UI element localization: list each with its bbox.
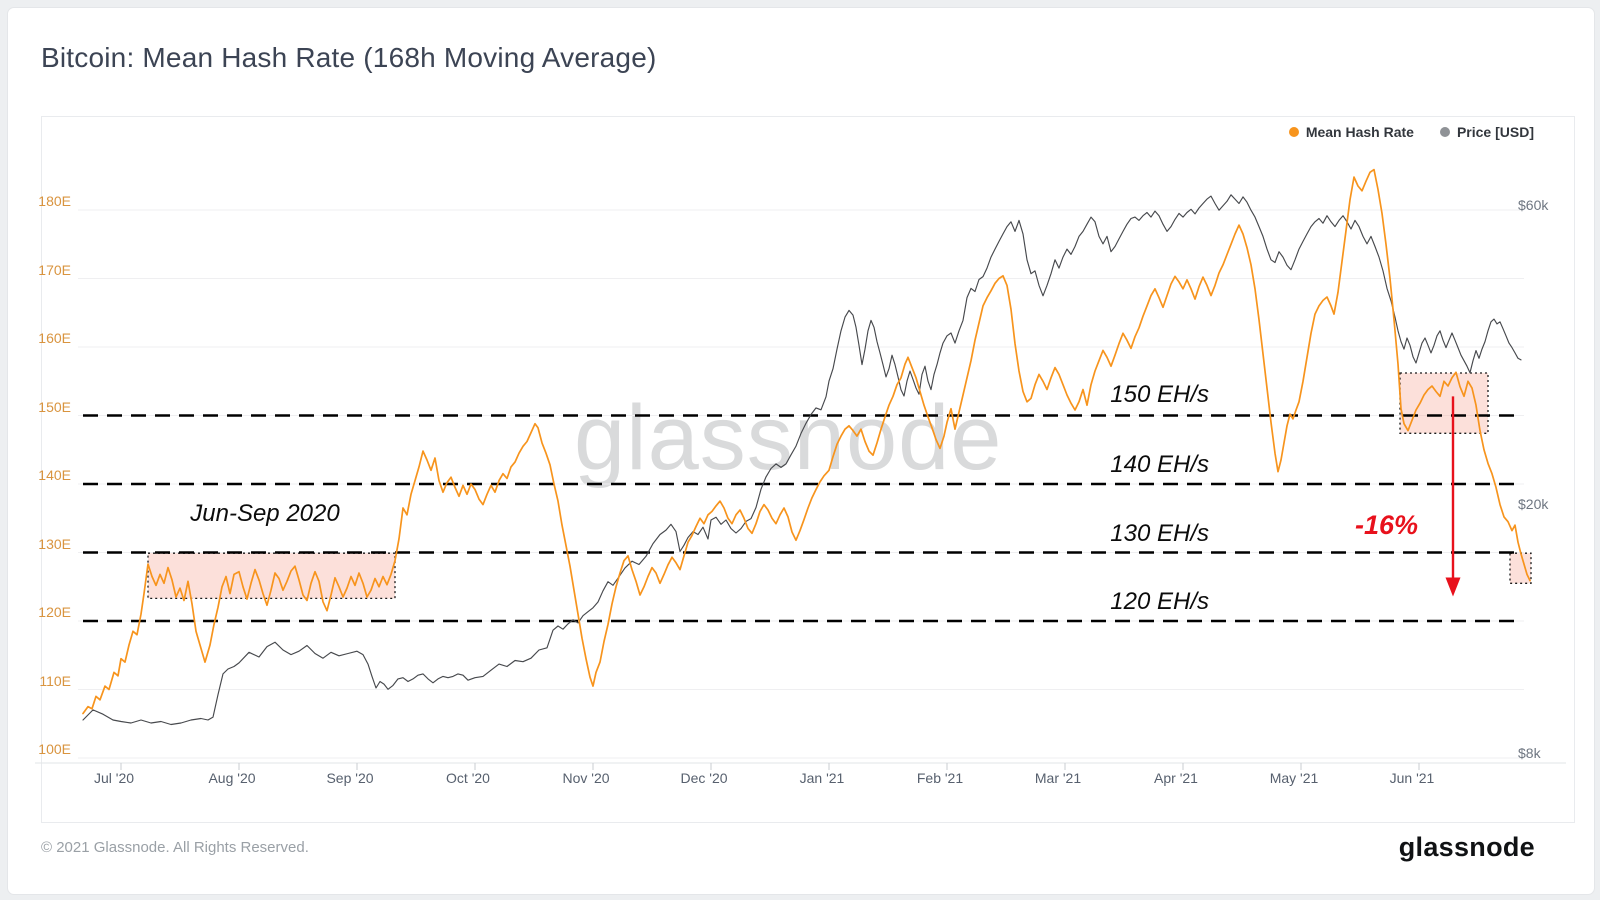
- chart-canvas: [35, 168, 1566, 770]
- legend: Mean Hash Rate Price [USD]: [1288, 124, 1534, 140]
- price-axis-label-60k: $60k: [1518, 197, 1549, 214]
- x-axis-label: Feb '21: [916, 770, 964, 786]
- annotation-130ehs: 130 EH/s: [1110, 520, 1209, 547]
- price-axis-label-8k: $8k: [1518, 745, 1541, 761]
- x-axis-label: Apr '21: [1154, 770, 1198, 786]
- annotation-120ehs: 120 EH/s: [1110, 588, 1209, 615]
- glassnode-watermark: glassnode: [574, 387, 1003, 489]
- legend-item-hash-rate[interactable]: Mean Hash Rate: [1288, 124, 1414, 140]
- y-axis-label-140E: 140E: [38, 467, 71, 483]
- chart-panel: [41, 116, 1575, 823]
- x-axis-label: Aug '20: [208, 770, 256, 786]
- y-axis-label-160E: 160E: [38, 330, 71, 346]
- x-axis-label: Oct '20: [446, 770, 490, 786]
- y-axis-label-170E: 170E: [38, 261, 71, 278]
- footer-copyright: © 2021 Glassnode. All Rights Reserved.: [41, 839, 309, 856]
- y-axis-label-100E: 100E: [38, 741, 71, 757]
- chart-card: Bitcoin: Mean Hash Rate (168h Moving Ave…: [7, 7, 1595, 895]
- glassnode-logo[interactable]: glassnode: [1398, 832, 1535, 862]
- y-axis-label-110E: 110E: [39, 672, 71, 689]
- price-axis-label-20k: $20k: [1518, 495, 1549, 512]
- x-axis-label: Sep '20: [326, 770, 374, 786]
- annotation-minus-16pct: -16%: [1354, 510, 1418, 540]
- x-axis-label: Mar '21: [1034, 770, 1082, 786]
- hash-rate-dot-icon: [1288, 127, 1299, 137]
- annotation-140ehs: 140 EH/s: [1110, 451, 1209, 478]
- legend-label-hash-rate: Mean Hash Rate: [1305, 124, 1414, 140]
- x-axis-label: Dec '20: [680, 770, 728, 786]
- hash-rate-line: [82, 168, 1531, 715]
- highlight-box-current-range: [1509, 552, 1532, 584]
- legend-label-price: Price [USD]: [1456, 124, 1534, 140]
- page-title: Bitcoin: Mean Hash Rate (168h Moving Ave…: [41, 42, 657, 73]
- x-axis-label: May '21: [1269, 770, 1319, 786]
- x-axis-label: Nov '20: [562, 770, 610, 786]
- x-axis-label: Jan '21: [799, 770, 845, 786]
- drop-arrow-head: [1445, 577, 1461, 597]
- y-axis-label-180E: 180E: [38, 193, 71, 209]
- legend-item-price[interactable]: Price [USD]: [1439, 124, 1534, 140]
- y-axis-label-120E: 120E: [38, 604, 71, 620]
- y-axis-label-130E: 130E: [38, 535, 71, 552]
- annotation-jun-sep-2020: Jun-Sep 2020: [190, 500, 340, 527]
- x-axis-label: Jun '21: [1389, 770, 1435, 786]
- x-axis-label: Jul '20: [93, 770, 135, 786]
- price-line: [82, 194, 1522, 726]
- annotation-150ehs: 150 EH/s: [1110, 381, 1209, 408]
- price-dot-icon: [1439, 127, 1450, 137]
- y-axis-label-150E: 150E: [38, 398, 71, 415]
